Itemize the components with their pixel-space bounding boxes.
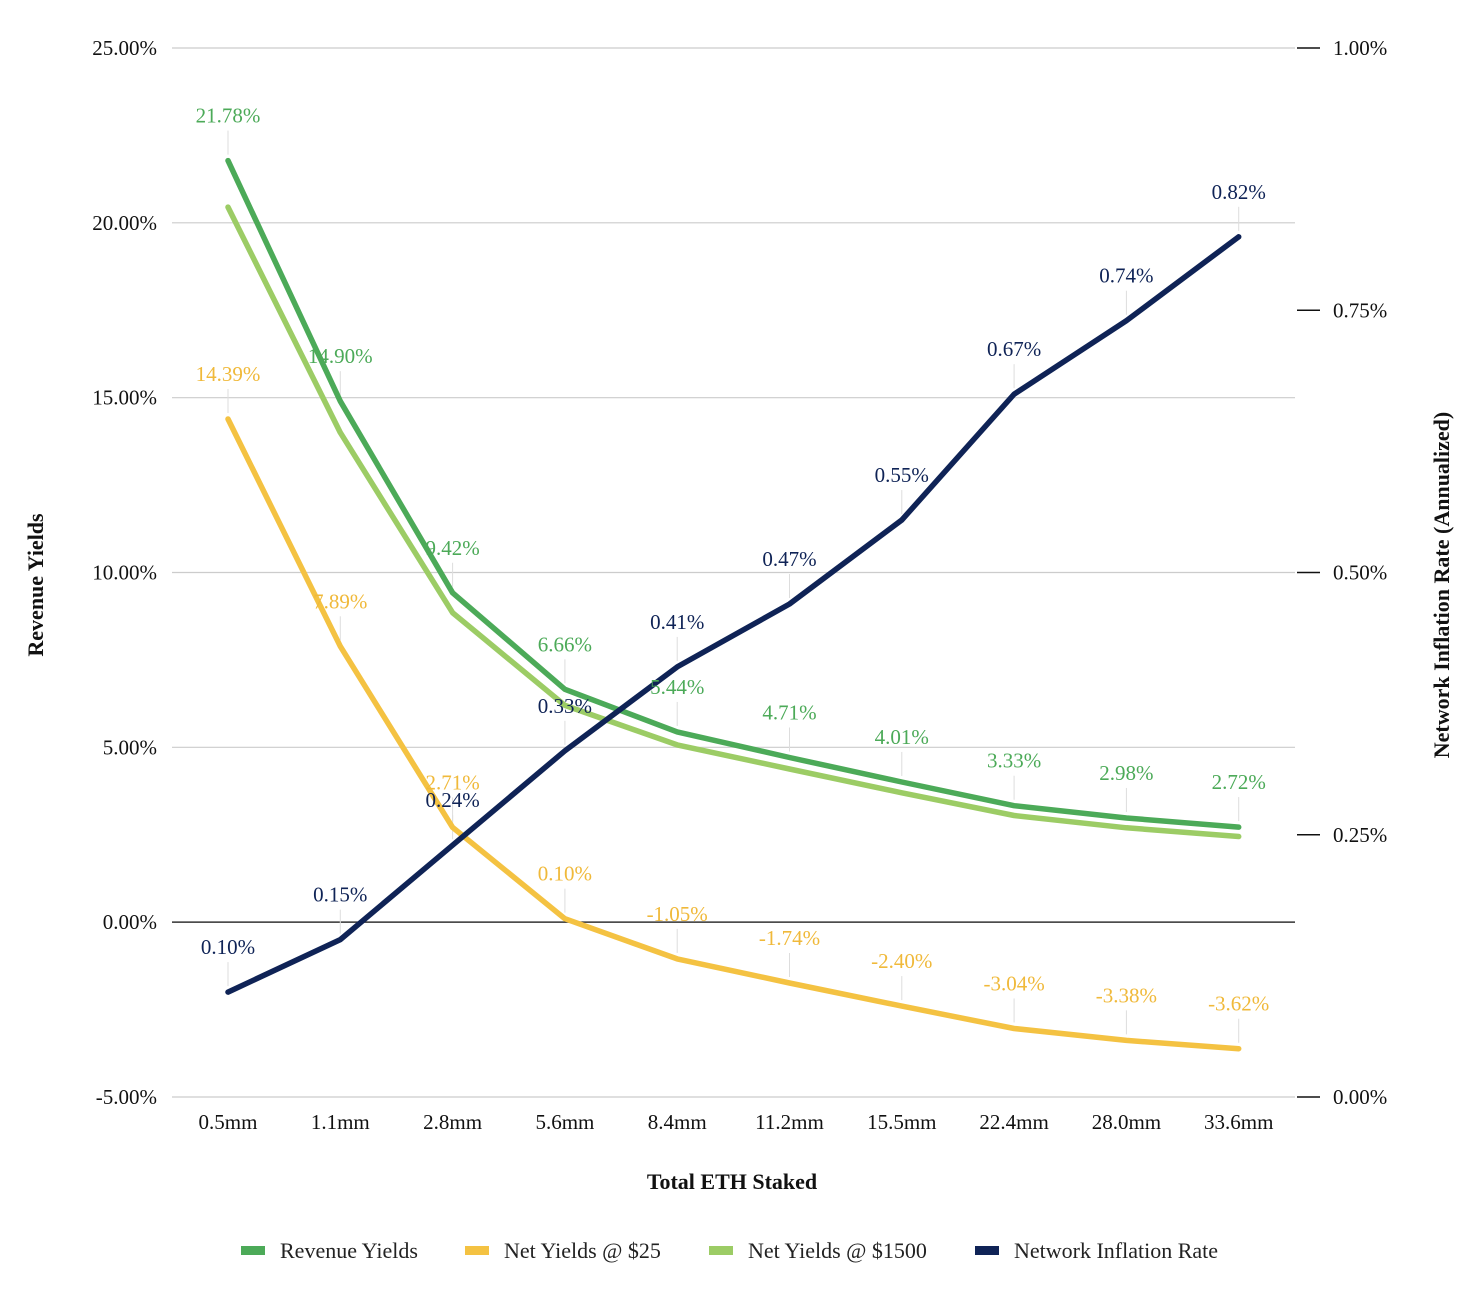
data-label: 0.24% (425, 788, 479, 812)
data-label: 2.71% (425, 770, 479, 794)
y-tick-label: 25.00% (92, 36, 157, 60)
y-tick-label: 10.00% (92, 561, 157, 585)
data-label: 2.72% (1212, 770, 1266, 794)
series-line (225, 416, 1242, 1052)
x-tick-label: 33.6mm (1204, 1110, 1273, 1134)
legend-item: Revenue Yields (241, 1238, 418, 1263)
x-tick-label: 15.5mm (867, 1110, 936, 1134)
data-label: 0.67% (987, 337, 1041, 361)
x-tick-label: 28.0mm (1092, 1110, 1161, 1134)
y-tick-label: 20.00% (92, 211, 157, 235)
data-label: 0.10% (538, 862, 592, 886)
x-axis-ticks: 0.5mm 1.1mm 2.8mm 5.6mm 8.4mm 11.2mm 15.5mm 22.… (199, 1110, 1274, 1134)
legend-label: Revenue Yields (280, 1238, 418, 1263)
legend-item: Net Yields @ $25 (465, 1238, 661, 1263)
data-label: 0.15% (313, 883, 367, 907)
data-label: 0.74% (1099, 264, 1153, 288)
data-label: 4.01% (875, 725, 929, 749)
data-label: 6.66% (538, 632, 592, 656)
data-label: 5.44% (650, 675, 704, 699)
legend: Revenue Yields Net Yields @ $25 Net Yields… (241, 1238, 1218, 1263)
y-tick-label: -5.00% (96, 1085, 157, 1109)
legend-swatch (241, 1246, 265, 1255)
y2-tick-label: 0.25% (1333, 823, 1387, 847)
data-label: -1.05% (647, 902, 708, 926)
series-line (225, 234, 1242, 995)
legend-swatch (975, 1246, 999, 1255)
y2-axis-title: Network Inflation Rate (Annualized) (1429, 412, 1454, 759)
data-label: 14.90% (308, 344, 373, 368)
left-axis-ticks: 25.00% 20.00% 15.00% 10.00% 5.00% 0.00% -5.00% (92, 36, 157, 1109)
data-label: 9.42% (425, 536, 479, 560)
legend-label: Network Inflation Rate (1014, 1238, 1218, 1263)
data-label: 0.82% (1212, 180, 1266, 204)
series-lines (225, 157, 1242, 1052)
x-tick-label: 5.6mm (535, 1110, 594, 1134)
y2-tick-label: 0.00% (1333, 1085, 1387, 1109)
data-label: 0.47% (762, 547, 816, 571)
x-tick-label: 0.5mm (199, 1110, 258, 1134)
data-label: 4.71% (762, 700, 816, 724)
legend-label: Net Yields @ $25 (504, 1238, 661, 1263)
data-label: 0.10% (201, 935, 255, 959)
y2-tick-label: 0.50% (1333, 561, 1387, 585)
x-tick-label: 1.1mm (311, 1110, 370, 1134)
y-tick-label: 0.00% (103, 910, 157, 934)
data-label: -3.38% (1096, 983, 1157, 1007)
series-line (225, 157, 1242, 830)
y-tick-label: 15.00% (92, 386, 157, 410)
data-labels: 21.78% 14.90% 9.42% 6.66% 5.44% 4.71% 4.01% 3.3… (196, 104, 1270, 1016)
data-label: 0.33% (538, 694, 592, 718)
data-label: 2.98% (1099, 761, 1153, 785)
data-label: -3.62% (1208, 992, 1269, 1016)
x-axis-title: Total ETH Staked (647, 1169, 817, 1194)
label-leaders (227, 130, 1240, 1043)
legend-item: Net Yields @ $1500 (709, 1238, 927, 1263)
y-axis-title: Revenue Yields (23, 513, 48, 657)
y-tick-label: 5.00% (103, 735, 157, 759)
x-tick-label: 2.8mm (423, 1110, 482, 1134)
data-label: 7.89% (313, 589, 367, 613)
x-tick-label: 22.4mm (979, 1110, 1048, 1134)
data-label: 0.55% (875, 463, 929, 487)
data-label: 14.39% (196, 362, 261, 386)
data-label: 3.33% (987, 749, 1041, 773)
data-label: 0.41% (650, 610, 704, 634)
x-tick-label: 8.4mm (648, 1110, 707, 1134)
right-axis-ticks: 1.00% 0.75% 0.50% 0.25% 0.00% (1297, 36, 1387, 1109)
data-label: 21.78% (196, 104, 261, 128)
legend-swatch (465, 1246, 489, 1255)
legend-swatch (709, 1246, 733, 1255)
data-label: -3.04% (983, 971, 1044, 995)
legend-item: Network Inflation Rate (975, 1238, 1218, 1263)
x-tick-label: 11.2mm (755, 1110, 824, 1134)
y2-tick-label: 1.00% (1333, 36, 1387, 60)
data-label: -1.74% (759, 926, 820, 950)
data-label: -2.40% (871, 949, 932, 973)
legend-label: Net Yields @ $1500 (748, 1238, 927, 1263)
y2-tick-label: 0.75% (1333, 298, 1387, 322)
series-line (225, 204, 1242, 840)
